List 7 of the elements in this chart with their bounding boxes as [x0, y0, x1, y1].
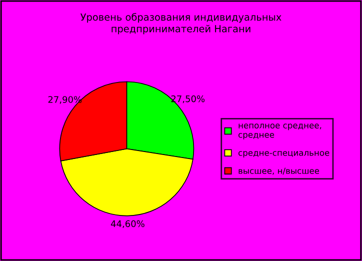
data-label: 27,50% [171, 95, 205, 104]
legend-label: средне-специальное [238, 151, 330, 158]
data-label: 44,60% [110, 220, 144, 228]
chart-title: Уровень образования индивидуальных предпринимателей Нагани [80, 13, 282, 34]
data-label: 27,90% [48, 96, 82, 104]
legend-label: неполное среднее, среднее [238, 124, 322, 140]
legend-label: высшее, н/высшее [238, 168, 320, 175]
